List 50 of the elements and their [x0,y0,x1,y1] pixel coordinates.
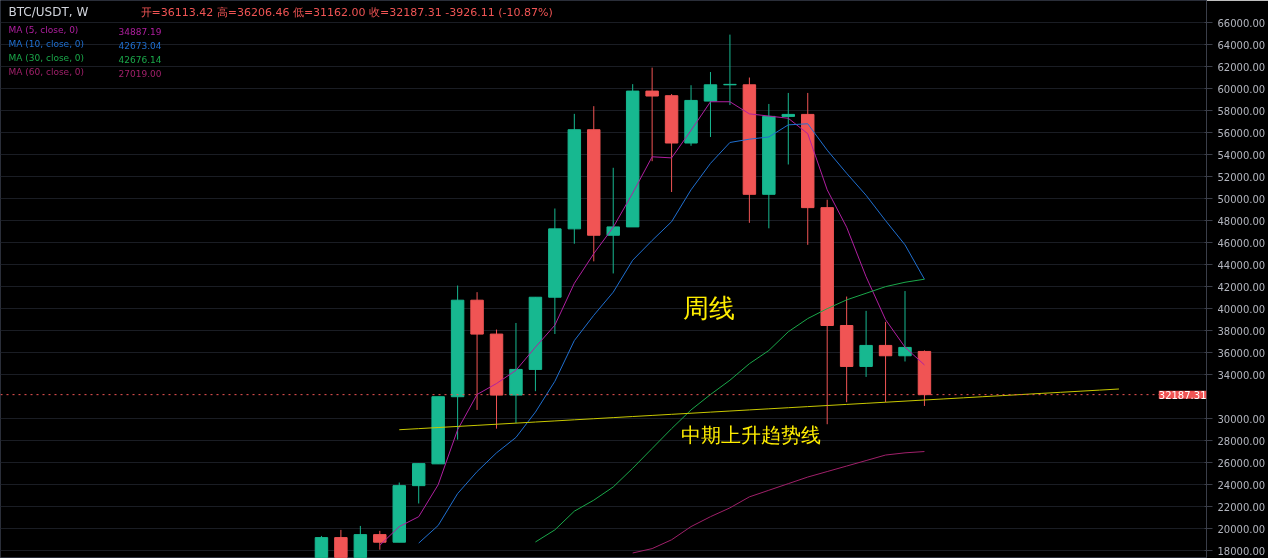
y-tick-label: 64000.00 [1217,39,1266,51]
candlestick [898,290,912,362]
y-tick-label: 28000.00 [1217,435,1266,447]
line-series [534,278,925,543]
y-tick-label: 30000.00 [1217,413,1266,425]
candlestick [411,463,426,504]
y-tick-label: 38000.00 [1217,325,1266,337]
y-tick-label: 40000.00 [1217,303,1266,315]
text: MA (5, close, 0) [8,24,79,35]
y-tick-label: 18000.00 [1217,545,1266,557]
annotation: 中期上升趋势线 [680,422,821,447]
annotation: 42676.14 [118,54,162,65]
y-tick-label: 22000.00 [1217,501,1266,513]
y-tick-label: 54000.00 [1217,149,1266,161]
y-tick-label: 46000.00 [1217,237,1266,249]
y-tick-label: 26000.00 [1217,457,1266,469]
y-tick-label: 58000.00 [1217,105,1266,117]
y-tick-label: 36000.00 [1217,347,1266,359]
text: MA (10, close, 0) [8,38,85,49]
y-tick-label: 62000.00 [1217,61,1266,73]
y-tick-label: 48000.00 [1217,215,1266,227]
candlestick [353,525,368,558]
y-tick-label: 42000.00 [1217,281,1266,293]
chart-title: BTC/USDT, W [8,4,89,19]
y-tick-label: 50000.00 [1217,193,1266,205]
y-tick-label: 44000.00 [1217,259,1266,271]
y-tick-label: 52000.00 [1217,171,1266,183]
candlestick [606,167,620,274]
y-tick-label: 66000.00 [1217,17,1266,29]
candlestick [781,92,796,165]
y-tick-label: 34000.00 [1217,369,1266,381]
candlestick [859,310,873,378]
annotation: 周线 [682,292,735,323]
candlestick [314,535,329,558]
candlestick [373,530,387,551]
candlestick [334,529,348,558]
candlestick [703,71,718,138]
candlestick [645,67,659,162]
text: MA (30, close, 0) [8,52,85,63]
y-tick-label: 20000.00 [1217,523,1266,535]
y-tick-label: 60000.00 [1217,83,1266,95]
text: MA (60, close, 0) [8,66,85,77]
ref-line-label: 32187.31 [1158,389,1207,401]
annotation: 42673.04 [118,40,162,51]
y-tick-label: 24000.00 [1217,479,1266,491]
y-tick-label: 56000.00 [1217,127,1266,139]
annotation: 34887.19 [118,26,162,37]
line-series [632,451,925,554]
text: 开=36113.42 高=36206.46 低=31162.00 收=32187.31 -3926.11 (-10.87%) [140,5,553,19]
annotation: 27019.00 [118,68,162,79]
